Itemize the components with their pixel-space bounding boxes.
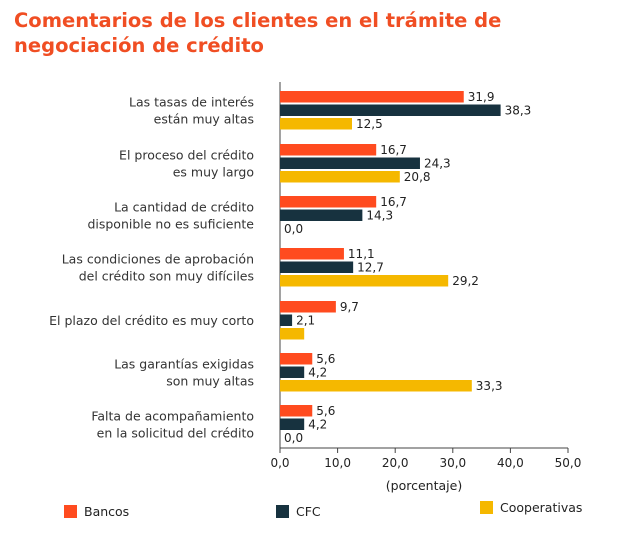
data-label: 31,9 [468,90,495,104]
category-label: Las condiciones de aprobación [62,251,254,266]
legend-swatch [64,505,77,518]
data-label: 33,3 [476,379,503,393]
legend-label: Cooperativas [500,500,582,515]
legend-swatch [480,501,493,514]
bar [280,301,336,313]
data-label: 4,2 [308,366,327,380]
category-label: Las garantías exigidas [114,356,254,371]
x-tick-label: 50,0 [555,456,582,470]
bar [280,157,420,169]
category-label: La cantidad de crédito [114,199,254,214]
data-label: 11,1 [348,247,375,261]
bar [280,261,354,273]
chart-title: Comentarios de los clientes en el trámit… [14,9,502,57]
data-label: 38,3 [505,104,532,118]
data-label: 20,8 [404,170,431,184]
category-label: Falta de acompañamiento [91,408,254,423]
bar [280,314,293,326]
data-label: 12,7 [357,261,384,275]
data-label: 12,5 [356,117,383,131]
x-tick-label: 20,0 [382,456,409,470]
bar [280,196,377,208]
data-label: 0,0 [284,431,303,445]
bar [280,171,400,183]
data-label: 29,2 [452,274,479,288]
bar [280,405,313,417]
data-label: 24,3 [424,157,451,171]
data-label: 5,6 [316,352,335,366]
x-axis-label: (porcentaje) [386,478,462,493]
x-tick-label: 40,0 [497,456,524,470]
legend-label: Bancos [84,504,129,519]
bar [280,366,305,378]
category-label: del crédito son muy difíciles [79,268,254,283]
category-label: son muy altas [166,373,254,388]
bar [280,248,344,260]
category-label: El plazo del crédito es muy corto [49,313,254,328]
x-tick-label: 30,0 [439,456,466,470]
bar [280,328,305,340]
bar [280,91,464,103]
bar [280,275,449,287]
data-label: 0,0 [284,222,303,236]
bar [280,380,472,392]
x-tick-label: 10,0 [324,456,351,470]
legend-swatch [276,505,289,518]
category-label: es muy largo [173,164,254,179]
bar [280,353,313,365]
data-label: 2,1 [296,314,315,328]
data-label: 5,6 [316,404,335,418]
bar [280,118,352,130]
data-label: 16,7 [380,195,407,209]
data-label: 9,7 [340,300,359,314]
bar [280,418,305,430]
x-tick-label: 0,0 [270,456,289,470]
category-label: El proceso del crédito [119,147,254,162]
legend-label: CFC [296,504,321,519]
category-label: están muy altas [154,111,254,126]
data-label: 14,3 [366,209,393,223]
bar [280,104,501,116]
bar [280,144,377,156]
category-label: disponible no es suficiente [87,216,254,231]
category-label: en la solicitud del crédito [97,425,254,440]
category-label: Las tasas de interés [129,94,254,109]
data-label: 16,7 [380,143,407,157]
data-label: 4,2 [308,418,327,432]
bar [280,209,363,221]
